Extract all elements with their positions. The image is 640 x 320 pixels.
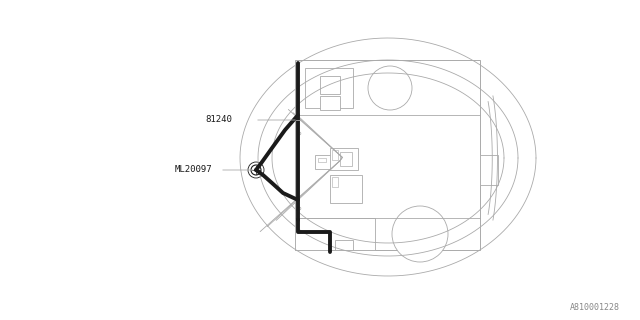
Bar xyxy=(320,96,340,110)
Bar xyxy=(305,68,353,108)
Bar xyxy=(330,148,358,170)
Ellipse shape xyxy=(368,66,412,110)
Ellipse shape xyxy=(392,206,448,262)
Bar xyxy=(332,150,338,160)
Bar xyxy=(295,60,480,250)
Bar xyxy=(318,158,326,162)
Text: 81240: 81240 xyxy=(205,116,232,124)
Ellipse shape xyxy=(251,165,261,175)
Bar xyxy=(330,175,362,203)
Text: ML20097: ML20097 xyxy=(175,165,212,174)
Bar xyxy=(480,155,498,185)
Bar xyxy=(332,177,338,187)
Bar xyxy=(320,76,340,94)
Bar xyxy=(315,155,333,169)
Bar xyxy=(340,152,352,166)
Text: A810001228: A810001228 xyxy=(570,303,620,312)
Bar xyxy=(335,240,353,250)
Bar xyxy=(295,218,375,250)
